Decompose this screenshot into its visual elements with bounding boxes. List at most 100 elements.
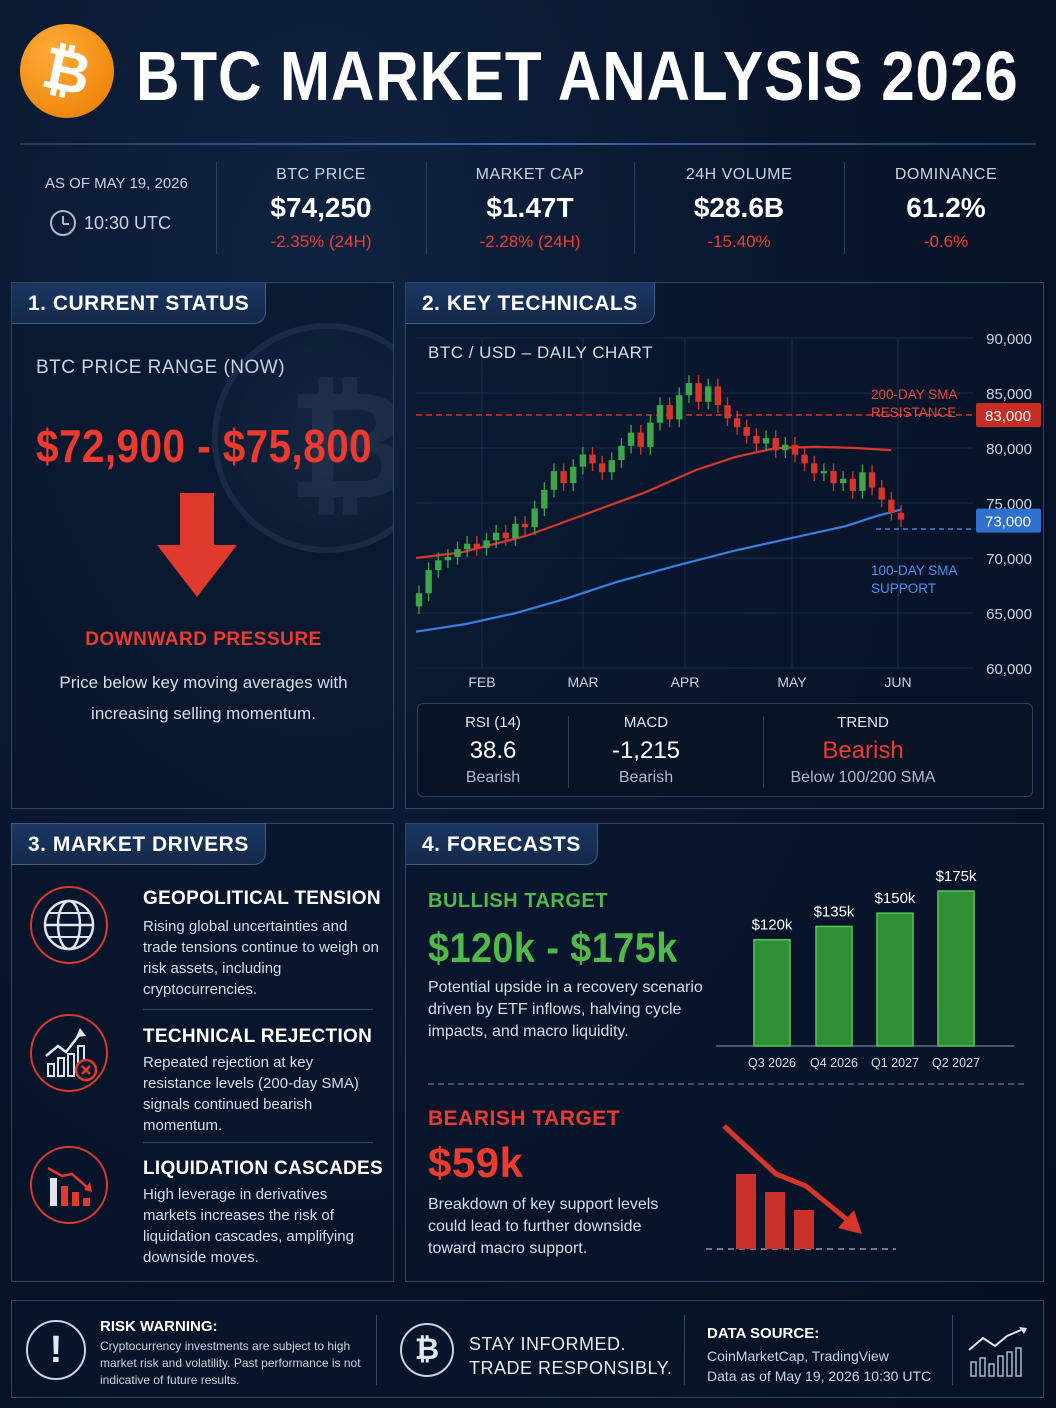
candle-body — [666, 405, 673, 420]
annotation-support: SUPPORT — [871, 581, 936, 596]
candle-body — [897, 512, 905, 520]
stat-value: $74,250 — [270, 192, 372, 223]
bar-value-label: $120k — [752, 917, 793, 934]
candle-body — [820, 471, 828, 474]
divider — [634, 162, 635, 254]
tab-current-status: 1. CURRENT STATUS — [12, 283, 267, 324]
candle-body — [541, 489, 548, 509]
risk-warning-text: Cryptocurrency investments are subject t… — [100, 1339, 361, 1387]
driver-text: Repeated rejection at key resistance lev… — [143, 1054, 359, 1134]
data-source-providers: CoinMarketCap, TradingView — [707, 1348, 889, 1364]
candle-body — [579, 454, 587, 467]
indicator-rsi: RSI (14) 38.6 Bearish — [418, 704, 568, 798]
stay-informed-line: STAY INFORMED. — [469, 1334, 627, 1354]
bar-category-label: Q3 2026 — [748, 1056, 796, 1070]
x-tick-label: MAR — [567, 674, 598, 690]
indicator-sub: Bearish — [465, 769, 521, 786]
tab-market-drivers: 3. MARKET DRIVERS — [11, 823, 266, 865]
candle-body — [695, 383, 702, 402]
indicator-macd: MACD -1,215 Bearish — [568, 704, 724, 798]
candle-body — [598, 463, 606, 473]
candle-body — [753, 435, 760, 444]
bar-category-label: Q4 2026 — [810, 1056, 858, 1070]
indicator-trend: TREND Bearish Below 100/200 SMA — [763, 704, 963, 798]
tab-key-technicals: 2. KEY TECHNICALS — [406, 283, 655, 324]
warning-icon: ! — [26, 1320, 86, 1380]
candle-body — [454, 549, 461, 557]
candle-body — [811, 463, 818, 474]
resistance-tag — [976, 403, 1041, 427]
forecast-bar — [937, 890, 975, 1047]
candle-body — [685, 383, 693, 396]
candle-body — [849, 478, 856, 491]
bar-category-label: Q1 2027 — [871, 1056, 919, 1070]
candle-body — [618, 445, 625, 461]
divider — [426, 162, 427, 254]
page-title: BTC MARKET ANALYSIS 2026 — [136, 37, 1019, 115]
indicator-value: -1,215 — [611, 737, 681, 764]
stat-value: $1.47T — [486, 192, 574, 223]
divider — [952, 1315, 953, 1385]
candle-body — [464, 543, 471, 550]
trade-responsibly-line: TRADE RESPONSIBLY. — [469, 1358, 673, 1378]
candle-body — [839, 478, 847, 484]
support-tag-label: 73,000 — [985, 514, 1031, 531]
sma-200-line — [415, 445, 892, 560]
stat-change: -15.40% — [707, 232, 771, 251]
candle-body — [492, 532, 500, 541]
header-divider — [20, 143, 1036, 145]
data-source-timestamp: Data as of May 19, 2026 10:30 UTC — [707, 1368, 932, 1384]
stat-label: MARKET CAP — [475, 166, 585, 183]
bullish-description: Potential upside in a recovery scenario … — [428, 979, 703, 1040]
price-range-value: $72,900 - $75,800 — [36, 420, 373, 472]
indicator-sub: Bearish — [618, 769, 674, 786]
indicator-label: RSI (14) — [465, 714, 521, 731]
forecast-bar — [753, 938, 791, 1047]
x-tick-label: MAY — [777, 674, 807, 690]
data-source-text: CoinMarketCap, TradingView Data as of Ma… — [707, 1346, 931, 1386]
candle-body — [733, 418, 741, 428]
x-tick-label: APR — [671, 674, 700, 690]
as-of-date: AS OF MAY 19, 2026 — [45, 175, 188, 192]
y-tick-label: 70,000 — [986, 551, 1032, 568]
candle-body — [791, 444, 799, 455]
forecasts-panel: 4. FORECASTS BULLISH TARGET $120k - $175… — [405, 823, 1044, 1282]
footer: ! RISK WARNING: Cryptocurrency investmen… — [11, 1300, 1044, 1398]
bullish-target-label: BULLISH TARGET — [428, 890, 608, 912]
bullish-target-value: $120k - $175k — [428, 924, 678, 971]
candle-body — [589, 454, 596, 464]
candle-body — [415, 593, 423, 607]
bearish-falling-bars-icon — [706, 1124, 896, 1250]
stat-label: 24H VOLUME — [685, 166, 793, 183]
stat-change: -0.6% — [923, 232, 969, 251]
candle-body — [714, 386, 722, 406]
downward-pressure-label: DOWNWARD PRESSURE — [85, 629, 322, 650]
x-tick-label: FEB — [468, 674, 495, 690]
stat-btc-price: BTC PRICE $74,250 -2.35% (24H) — [216, 158, 426, 258]
y-tick-label: 60,000 — [986, 661, 1032, 678]
driver-title: TECHNICAL REJECTION — [143, 1026, 373, 1047]
bar-value-label: $175k — [936, 868, 977, 885]
candle-body — [425, 570, 432, 594]
candle-body — [772, 438, 779, 451]
line-chart-icon — [968, 1327, 1027, 1377]
y-tick-label: 90,000 — [986, 331, 1032, 348]
candle-body — [743, 427, 750, 436]
support-tag — [976, 508, 1041, 533]
y-tick-label: 85,000 — [986, 386, 1032, 403]
candle-body — [724, 405, 731, 419]
down-arrow-icon — [157, 493, 237, 597]
bar-category-label: Q2 2027 — [932, 1056, 980, 1070]
candle-body — [570, 466, 577, 484]
stats-strip: AS OF MAY 19, 2026 10:30 UTC BTC PRICE $… — [20, 158, 1036, 258]
btc-daily-candlestick-chart: 60,00065,00070,00075,00080,00085,00090,0… — [415, 331, 1041, 690]
candle-body — [878, 487, 885, 500]
stat-label: DOMINANCE — [894, 166, 998, 183]
falling-bars-icon — [30, 1146, 108, 1224]
sma-100-line — [415, 508, 902, 633]
divider — [428, 1083, 1024, 1085]
indicator-sub: Below 100/200 SMA — [790, 769, 936, 786]
y-tick-label: 65,000 — [986, 606, 1032, 623]
forecast-bar — [815, 925, 853, 1047]
divider — [143, 1142, 373, 1143]
